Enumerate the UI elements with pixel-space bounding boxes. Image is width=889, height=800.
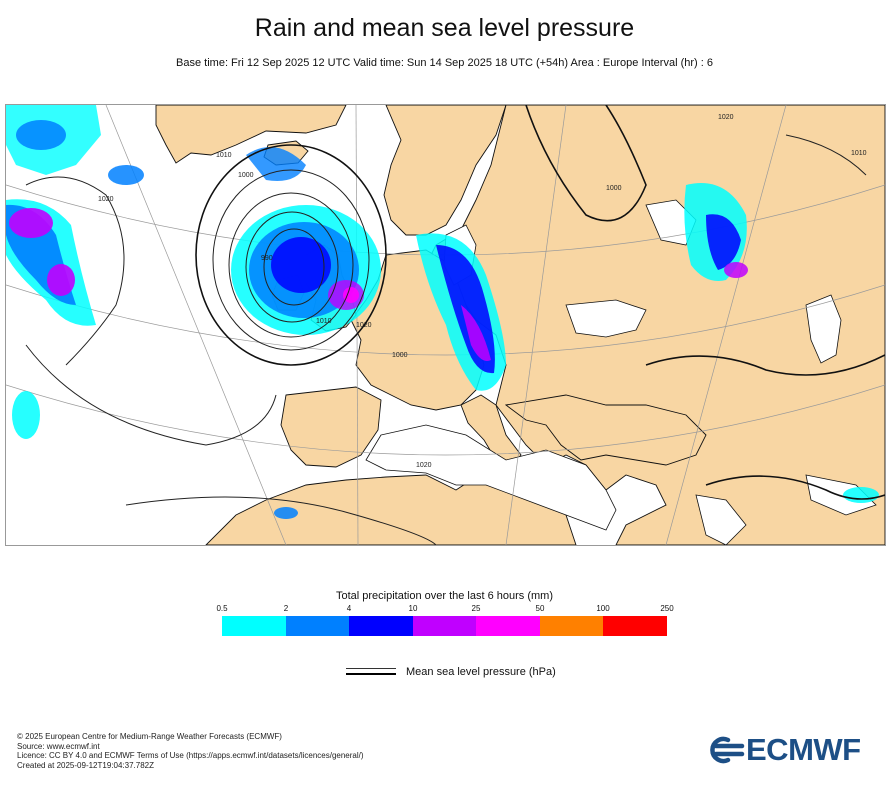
sea-caspian [805, 294, 842, 364]
forecast-map[interactable]: 1010 1000 990 1020 1000 1020 1010 1020 1… [5, 104, 886, 546]
ecmwf-logo-icon [710, 736, 745, 764]
ecmwf-logo: ECMWF [706, 732, 876, 767]
colorbar-segment [222, 616, 286, 636]
land-greenland [155, 105, 347, 164]
footer-source: Source: www.ecmwf.int [17, 741, 100, 751]
isobar-legend-label: Mean sea level pressure (hPa) [406, 666, 556, 678]
isobar-label: 1020 [416, 462, 432, 469]
legend-tick: 50 [535, 604, 545, 613]
legend-tick: 25 [471, 604, 481, 613]
footer-copyright: © 2025 European Centre for Medium-Range … [17, 732, 282, 741]
isobar-labels: 1010 1000 990 1020 1000 1020 1010 1020 1… [98, 114, 867, 469]
legend-tick: 2 [283, 604, 289, 613]
precipitation-colorbar [222, 616, 668, 636]
land-balkans [504, 394, 707, 466]
legend-tick: 100 [596, 604, 610, 613]
colorbar-segment [476, 616, 540, 636]
isobar-label: 1020 [356, 322, 372, 329]
legend-tick: 250 [660, 604, 674, 613]
sea-persian-gulf [805, 474, 877, 516]
colorbar-segment [412, 616, 477, 636]
map-canvas: 1010 1000 990 1020 1000 1020 1010 1020 1… [6, 105, 885, 545]
isobar-label: 1020 [718, 114, 734, 121]
land-iberia [280, 386, 382, 468]
isobar-label: 1010 [851, 150, 867, 157]
precipitation-areas [6, 105, 879, 519]
isobar-label: 1000 [606, 185, 622, 192]
isobar-label: 1000 [392, 352, 408, 359]
page-title: Rain and mean sea level pressure [254, 14, 635, 42]
page-subtitle: Base time: Fri 12 Sep 2025 12 UTC Valid … [176, 57, 713, 69]
ecmwf-logo-text: ECMWF [746, 732, 861, 767]
colorbar-segment [539, 616, 604, 636]
colorbar-segment [603, 616, 668, 636]
legend-tick: 0.5 [216, 604, 228, 613]
isobar-label: 990 [261, 255, 273, 262]
isobar-label: 1010 [316, 318, 332, 325]
colorbar-segment [285, 616, 350, 636]
footer-licence: Licence: CC BY 4.0 and ECMWF Terms of Us… [17, 751, 364, 760]
precipitation-legend-ticks: 0.5 2 4 10 25 50 100 250 [0, 604, 889, 616]
sea-black [565, 299, 647, 338]
precipitation-legend-title: Total precipitation over the last 6 hour… [335, 590, 554, 602]
isobar-label: 1020 [98, 196, 114, 203]
isobar-label: 1010 [216, 152, 232, 159]
sea-red [695, 494, 747, 545]
isobar-label: 1000 [238, 172, 254, 179]
legend-tick: 10 [408, 604, 418, 613]
colorbar-segment [349, 616, 413, 636]
footer-credits: © 2025 European Centre for Medium-Range … [17, 732, 364, 770]
graticule [6, 105, 885, 545]
footer-created: Created at 2025-09-12T19:04:37.782Z [17, 760, 154, 770]
isobar-legend: Mean sea level pressure (hPa) [346, 664, 606, 684]
legend-tick: 4 [346, 604, 352, 613]
sea-mediterranean [365, 424, 617, 531]
isobar-legend-lines [346, 668, 396, 678]
isobars [25, 105, 885, 545]
